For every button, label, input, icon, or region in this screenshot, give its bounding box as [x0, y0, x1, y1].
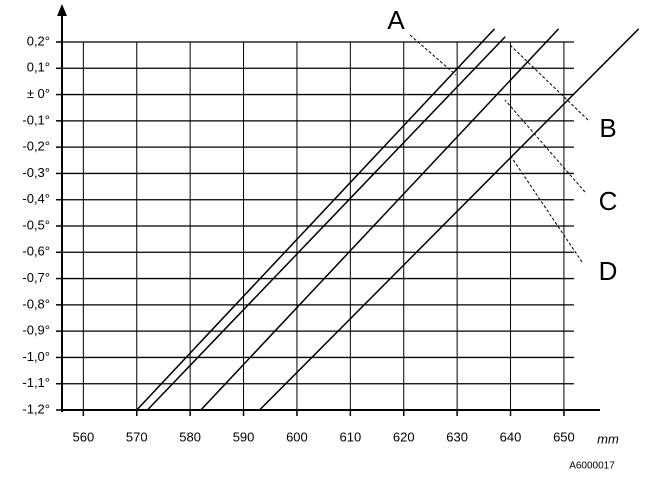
- x-tick-label: 600: [286, 429, 308, 444]
- y-tick-label: ± 0°: [27, 86, 50, 101]
- series-line: [136, 28, 496, 411]
- y-tick-label: -1,2°: [22, 401, 50, 416]
- x-tick-label: 650: [553, 429, 575, 444]
- label-pointer: [509, 154, 583, 263]
- y-tick-label: -0,7°: [22, 270, 50, 285]
- series-label: A: [387, 5, 405, 35]
- series-label: C: [599, 186, 618, 216]
- series-line: [259, 28, 640, 411]
- series-label: D: [599, 256, 618, 286]
- y-tick-label: -0,6°: [22, 244, 50, 259]
- x-tick-label: 560: [73, 429, 95, 444]
- y-tick-label: -0,4°: [22, 191, 50, 206]
- label-pointer: [509, 44, 589, 121]
- x-tick-label: 640: [500, 429, 522, 444]
- y-tick-label: -1,1°: [22, 375, 50, 390]
- y-tick-label: -1,0°: [22, 349, 50, 364]
- series-label: B: [599, 113, 616, 143]
- y-axis-arrow: [57, 4, 67, 16]
- y-tick-label: 0,1°: [27, 60, 50, 75]
- series-line: [200, 28, 560, 411]
- y-tick-label: -0,2°: [22, 139, 50, 154]
- label-pointer: [409, 34, 457, 76]
- annotation: A6000017: [569, 461, 615, 472]
- y-tick-label: -0,5°: [22, 217, 50, 232]
- x-tick-label: 630: [446, 429, 468, 444]
- x-tick-label: 620: [393, 429, 415, 444]
- y-tick-label: -0,8°: [22, 296, 50, 311]
- y-tick-label: -0,3°: [22, 165, 50, 180]
- x-axis-label: mm: [597, 431, 619, 446]
- series-line: [146, 36, 506, 411]
- label-pointer: [504, 99, 586, 193]
- x-tick-label: 570: [126, 429, 148, 444]
- x-tick-label: 580: [179, 429, 201, 444]
- x-tick-label: 590: [233, 429, 255, 444]
- y-tick-label: 0,2°: [27, 33, 50, 48]
- y-tick-label: -0,1°: [22, 112, 50, 127]
- x-tick-label: 610: [339, 429, 361, 444]
- y-tick-label: -0,9°: [22, 323, 50, 338]
